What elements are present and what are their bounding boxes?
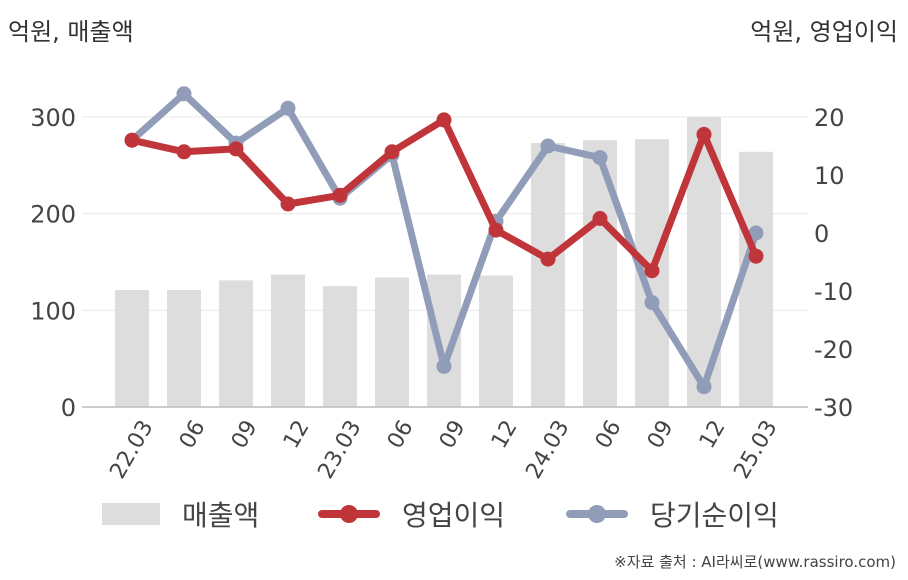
bar-revenue — [375, 277, 409, 407]
point-operating-profit — [384, 144, 400, 160]
point-net-profit — [696, 379, 712, 395]
bar-revenue — [583, 140, 617, 407]
y-right-tick-label: -20 — [814, 336, 853, 364]
point-net-profit — [748, 225, 764, 241]
bar-revenue — [271, 274, 305, 407]
point-net-profit — [592, 150, 608, 166]
x-tick-label: 24.03 — [521, 416, 574, 483]
y-right-tick-label: 20 — [814, 104, 845, 132]
x-tick-label: 12 — [279, 416, 315, 453]
y-right-tick-label: -30 — [814, 394, 853, 422]
x-tick-label: 12 — [487, 416, 523, 453]
bar-revenue — [531, 143, 565, 407]
x-tick-label: 12 — [695, 416, 731, 453]
x-tick-label: 23.03 — [313, 416, 366, 483]
source-note: ※자료 출처 : AI라씨로(www.rassiro.com) — [614, 553, 896, 571]
right-axis-unit: 억원, 영업이익 — [750, 18, 898, 46]
bar-revenue — [479, 275, 513, 407]
point-operating-profit — [436, 112, 452, 128]
point-net-profit — [436, 358, 452, 374]
x-tick-label: 25.03 — [729, 416, 782, 483]
point-net-profit — [176, 86, 192, 102]
legend-label-net-profit: 당기순이익 — [650, 499, 779, 532]
legend-label-revenue: 매출액 — [182, 499, 260, 532]
point-operating-profit — [228, 141, 244, 157]
bar-revenue — [219, 280, 253, 407]
legend-item-operating-profit: 영업이익 — [318, 492, 505, 536]
point-operating-profit — [748, 248, 764, 264]
legend-label-operating-profit: 영업이익 — [402, 499, 506, 532]
point-operating-profit — [644, 263, 660, 279]
y-left-tick-label: 100 — [30, 297, 76, 325]
legend-swatch-operating-profit — [318, 505, 380, 523]
x-tick-label: 09 — [435, 416, 471, 453]
legend-item-revenue: 매출액 — [102, 492, 259, 536]
legend-item-net-profit: 당기순이익 — [566, 492, 779, 536]
y-left-tick-label: 0 — [61, 394, 76, 422]
bar-revenue — [115, 290, 149, 407]
point-operating-profit — [280, 196, 296, 212]
y-left-tick-label: 200 — [30, 201, 76, 229]
point-operating-profit — [540, 251, 556, 267]
point-operating-profit — [592, 211, 608, 226]
y-right-tick-label: 0 — [814, 220, 829, 248]
bar-revenue — [323, 286, 357, 407]
x-tick-label: 09 — [227, 416, 263, 453]
y-right-tick-label: 10 — [814, 162, 845, 190]
point-operating-profit — [696, 126, 712, 142]
y-left-tick-label: 300 — [30, 104, 76, 132]
point-net-profit — [644, 295, 660, 311]
x-tick-label: 09 — [643, 416, 679, 453]
legend-swatch-revenue — [102, 503, 160, 525]
x-tick-label: 06 — [383, 416, 419, 453]
left-axis-unit: 억원, 매출액 — [8, 18, 134, 46]
x-tick-label: 06 — [175, 416, 211, 453]
point-operating-profit — [332, 187, 348, 203]
point-operating-profit — [124, 132, 140, 148]
point-operating-profit — [176, 144, 192, 160]
point-net-profit — [540, 138, 556, 154]
bar-revenue — [167, 290, 201, 407]
point-operating-profit — [488, 222, 504, 238]
y-right-tick-label: -10 — [814, 278, 853, 306]
point-net-profit — [280, 100, 296, 116]
legend-swatch-net-profit — [566, 505, 628, 523]
bar-revenue — [739, 151, 773, 407]
legend: 매출액 영업이익 당기순이익 — [0, 492, 908, 536]
x-tick-label: 06 — [591, 416, 627, 453]
x-tick-label: 22.03 — [105, 416, 158, 483]
